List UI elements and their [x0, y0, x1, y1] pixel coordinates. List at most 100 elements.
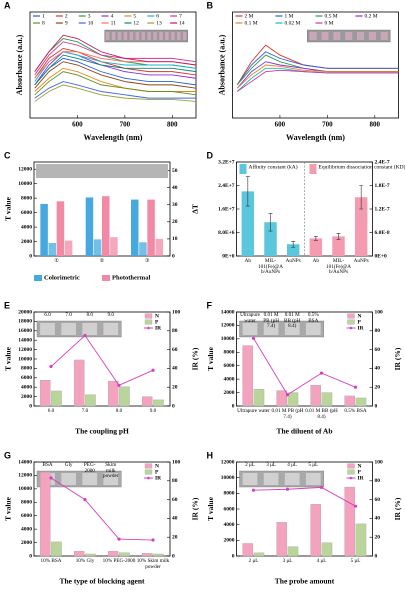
- inset-strip: [263, 323, 279, 335]
- bar: [141, 553, 153, 557]
- inset-tube: [147, 32, 151, 40]
- legend-label: IR: [155, 325, 162, 331]
- x-tick-label: 0.01 M BB (pH 8.4): [305, 408, 338, 420]
- legend-swatch: [102, 275, 110, 281]
- y2-tick-label: 40: [172, 185, 178, 191]
- y-tick-label: 6000: [21, 375, 32, 381]
- y2-tick-label: 80: [375, 328, 381, 334]
- bar: [102, 196, 110, 256]
- y-tick-label: 4000: [224, 522, 235, 528]
- inset-tube: [129, 32, 134, 40]
- y-tick-label: 2000: [224, 538, 235, 544]
- x-tick-label: Ultrapure water: [237, 408, 270, 414]
- y-tick-label: 6000: [21, 513, 32, 519]
- y-tick-label: 4000: [21, 224, 32, 230]
- y2-tick-label: 20: [172, 219, 178, 225]
- y-tick-label: 8000: [21, 500, 32, 506]
- legend-label: 0 M: [325, 20, 334, 26]
- x-tick-label: 600: [72, 121, 83, 129]
- y2-tick-label: 100: [375, 309, 384, 315]
- legend-label: 1: [42, 13, 45, 19]
- y-tick-label: 0: [29, 403, 32, 409]
- x-tick-label: AuNPs: [285, 258, 301, 264]
- legend-label: 6: [156, 13, 159, 19]
- x-tick-label: MIL-101(Fe)@Ab/AuNPs: [258, 258, 283, 276]
- panel-letter: H: [207, 450, 214, 460]
- y-tick-label: 2.4E+7: [218, 183, 235, 189]
- y2-tick-label: 100: [172, 309, 181, 315]
- y2-tick-label: 40: [375, 366, 381, 372]
- y2-tick-label: 1.2E-7: [375, 206, 390, 212]
- x-tick-label: ③: [144, 258, 150, 264]
- y2-tick-label: 1.8E-7: [375, 183, 390, 189]
- y-tick-label: 14000: [221, 309, 235, 315]
- ir-point: [285, 487, 290, 491]
- ir-point: [49, 476, 53, 480]
- ir-point: [117, 383, 121, 387]
- legend-label: P: [155, 319, 159, 325]
- y2-tick-label: 20: [375, 534, 381, 540]
- y-tick-label: 10000: [221, 475, 235, 481]
- inset-photo: [36, 320, 122, 338]
- x-tick-label: 800: [370, 121, 381, 129]
- bar: [40, 203, 48, 256]
- inset-label: 8.0: [86, 312, 93, 318]
- x-axis-label: Wavelength (nm): [286, 133, 345, 142]
- x-tick-label: ②: [99, 258, 105, 264]
- y-tick-label: 8000: [21, 366, 32, 372]
- x-tick-label: 8.0: [115, 408, 123, 414]
- inset-strip: [82, 323, 98, 335]
- inset-tube: [177, 32, 181, 40]
- legend-label: 0.1 M: [245, 20, 258, 26]
- bar: [93, 239, 102, 256]
- bar: [119, 552, 130, 557]
- data-line: [34, 54, 197, 86]
- y2-tick-label: 20: [172, 384, 178, 390]
- bar: [110, 237, 118, 256]
- data-line: [34, 61, 197, 89]
- y-axis-label: T value: [4, 496, 13, 520]
- bar: [39, 379, 51, 407]
- inset-tube: [165, 32, 169, 40]
- inset-label: Skim milk powder: [102, 462, 119, 480]
- inset-tube: [171, 32, 175, 40]
- x-axis-label: The coupling pH: [75, 427, 129, 436]
- x-axis-label: The type of blocking agent: [59, 577, 145, 586]
- ir-line: [253, 486, 356, 507]
- x-tick-label: AuNPs: [353, 258, 369, 264]
- bar: [139, 242, 147, 256]
- y2-tick-label: 20: [172, 534, 178, 540]
- inset-label: 6.0: [44, 312, 51, 318]
- y2-tick-label: 80: [172, 328, 178, 334]
- legend-label: N: [358, 313, 362, 319]
- bar: [264, 222, 277, 256]
- x-tick-label: 0.01 M PB (pH 7.4): [271, 408, 304, 420]
- panel-letter: D: [207, 150, 214, 160]
- bar: [344, 486, 355, 557]
- inset-label: 5 μL: [308, 462, 319, 468]
- bar: [355, 523, 367, 557]
- data-line: [34, 41, 197, 76]
- inset-photo: [239, 320, 325, 338]
- legend-marker: [147, 476, 150, 480]
- error-bar: [245, 176, 250, 207]
- legend-swatch: [34, 275, 42, 281]
- y-tick-label: 6000: [21, 210, 32, 216]
- inset-strip: [103, 323, 119, 335]
- bar: [242, 543, 253, 557]
- inset-label: 0.01 M PB (pH 7.4): [263, 312, 279, 330]
- x-tick-label: 10% Skim milk powder: [136, 558, 170, 570]
- ir-point: [151, 368, 155, 372]
- inset-tube: [321, 32, 329, 40]
- y2-tick-label: 10: [172, 236, 178, 242]
- inset-strip: [284, 473, 300, 485]
- y2-tick-label: 0: [172, 253, 175, 259]
- legend-label: 11: [111, 20, 117, 26]
- y2-tick-label: 40: [172, 366, 178, 372]
- inset-tube: [345, 32, 353, 40]
- x-tick-label: 4 μL: [316, 558, 327, 564]
- bar: [276, 522, 287, 557]
- ir-point: [251, 336, 256, 340]
- ir-point: [353, 504, 358, 508]
